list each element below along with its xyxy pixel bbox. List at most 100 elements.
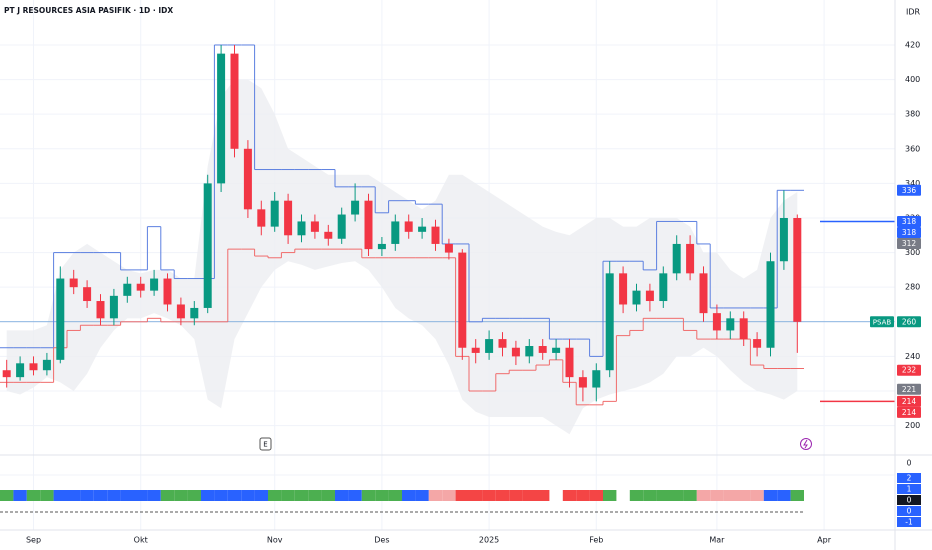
earnings-marker[interactable] (259, 437, 272, 451)
candle-body (69, 278, 78, 288)
regime-segment (683, 490, 697, 501)
regime-segment (201, 490, 215, 501)
candle-body (538, 346, 547, 353)
price-badge (897, 406, 921, 418)
x-tick-label: Feb (589, 536, 603, 545)
event-marker[interactable] (800, 438, 812, 450)
candle-body (109, 295, 118, 319)
price-badge-text: 214 (902, 397, 917, 406)
candle-body (552, 347, 561, 353)
candle-body (444, 243, 453, 253)
regime-segment (710, 490, 724, 501)
candle-body (243, 148, 252, 210)
candle-body (150, 278, 159, 291)
candle-body (525, 346, 534, 357)
indicator-label: 1 (907, 485, 912, 494)
currency: IDR (906, 8, 921, 17)
price-badge-text: 336 (902, 186, 917, 195)
candle-body (230, 53, 239, 149)
candle-body (659, 273, 668, 302)
candle-body (632, 290, 641, 305)
candle-body (310, 221, 319, 232)
regime-segment (455, 490, 469, 501)
candle-body (217, 53, 226, 184)
y-tick-label: 360 (905, 144, 920, 153)
candle-body (176, 304, 185, 319)
candle-body (297, 221, 306, 236)
regime-segment (187, 490, 201, 501)
candle-body (203, 183, 212, 308)
regime-segment (536, 490, 550, 501)
candle-body (726, 318, 735, 331)
candle-body (391, 221, 400, 244)
candle-body (779, 217, 788, 262)
regime-segment (321, 490, 335, 501)
regime-segment (361, 490, 376, 501)
y-tick-label: 400 (905, 75, 920, 84)
event-icon (803, 439, 808, 449)
price-badge-text: 312 (902, 239, 917, 248)
candle-body (793, 217, 802, 322)
price-badge-text: 232 (902, 366, 917, 375)
y-tick-label: 420 (905, 40, 920, 49)
candle-body (498, 339, 507, 348)
regime-segment (160, 490, 175, 501)
price-badge-text: 318 (902, 217, 917, 226)
candle-body (712, 313, 721, 331)
candle-body (377, 243, 386, 250)
price-badge-text: 318 (902, 228, 917, 237)
regime-segment (629, 490, 644, 501)
regime-segment (562, 490, 577, 501)
earnings-marker-text: E (263, 441, 267, 449)
regime-segment (254, 490, 268, 501)
candle-body (324, 231, 333, 239)
regime-segment (281, 490, 295, 501)
regime-segment (93, 490, 108, 501)
y-tick-label: 340 (905, 179, 920, 188)
x-tick-label: Nov (267, 536, 283, 545)
y-tick-label: 280 (905, 283, 920, 292)
regime-segment (67, 490, 81, 501)
plot (0, 44, 895, 435)
indicator-label: 0 (907, 496, 912, 505)
indicator-badge (897, 473, 921, 483)
x-tick-label: Mar (709, 536, 725, 545)
regime-segment (147, 490, 161, 501)
regime-segment (763, 490, 778, 501)
candle-body (605, 273, 614, 371)
regime-segment (442, 490, 456, 501)
regime-segment (308, 490, 322, 501)
y-tick-label: 240 (905, 352, 920, 361)
regime-segment (26, 490, 41, 501)
regime-segment (696, 490, 711, 501)
regime-segment (134, 490, 148, 501)
regime-segment (428, 490, 443, 501)
candle-body (83, 287, 92, 302)
candle-body (485, 339, 494, 353)
indicator-label: 2 (907, 474, 912, 483)
regime-segment (415, 490, 429, 501)
price-badge (897, 364, 921, 376)
indicator-label: 0 (907, 507, 912, 516)
indicator-badge (897, 506, 921, 516)
regime-segment (402, 490, 416, 501)
candle-body (56, 278, 65, 360)
candle-body (619, 273, 628, 305)
regime-segment (723, 490, 737, 501)
regime-segment (120, 490, 134, 501)
candle-body (270, 200, 279, 227)
regime-segment (335, 490, 349, 501)
regime-segment (13, 490, 27, 501)
regime-segment (656, 490, 670, 501)
y-tick-label: 300 (905, 248, 920, 257)
regime-segment (777, 490, 791, 501)
regime-segment (469, 490, 483, 501)
candle-body (565, 347, 574, 378)
candle-body (337, 214, 346, 239)
x-tick-label: Okt (134, 536, 148, 545)
chart-title: PT J RESOURCES ASIA PASIFIK · 1D · IDX (4, 6, 173, 15)
symbol-badge (870, 316, 894, 328)
volatility-band (6, 79, 798, 435)
x-tick-label: Sep (26, 536, 41, 545)
